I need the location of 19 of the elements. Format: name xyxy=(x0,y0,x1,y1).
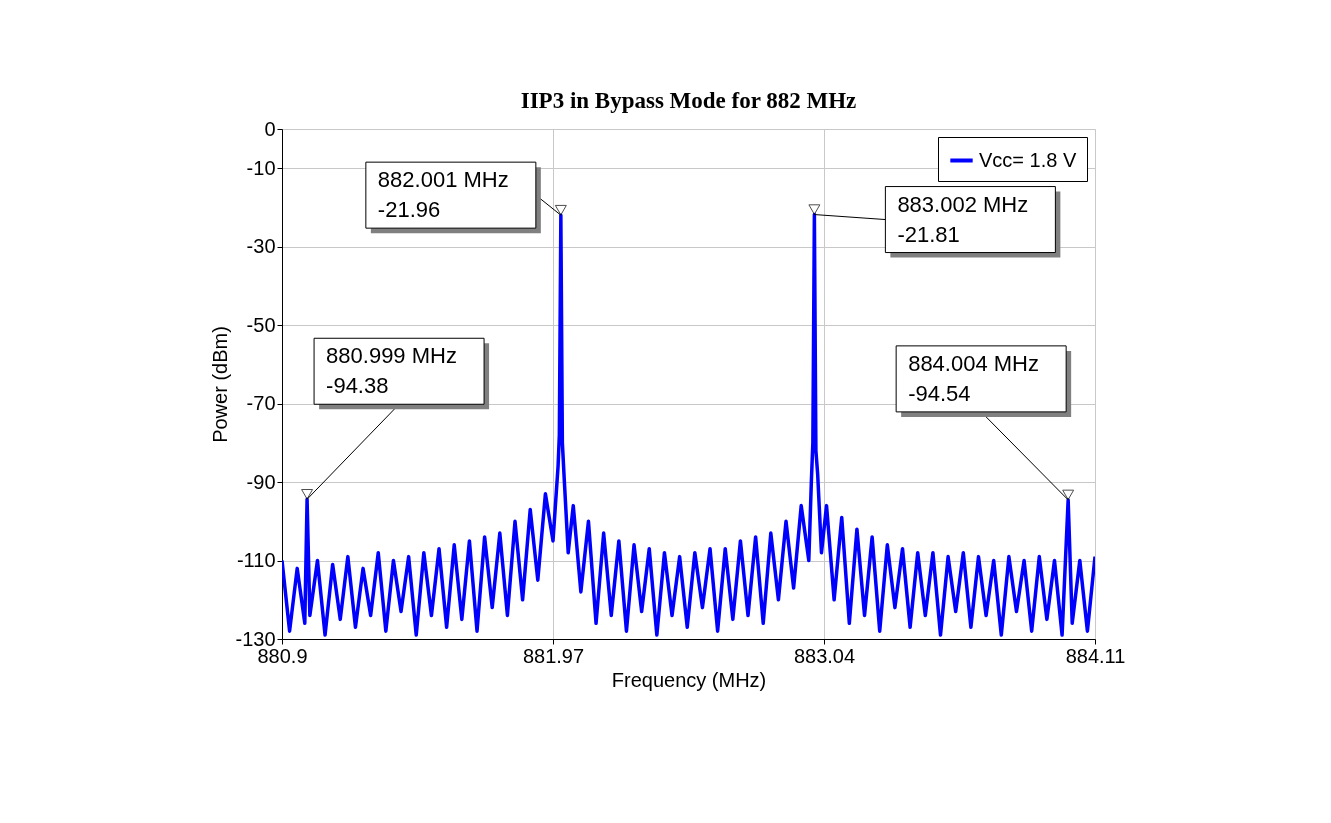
annotation: 880.999 MHz -94.38 xyxy=(326,343,457,399)
annotation: 882.001 MHz -21.96 xyxy=(377,167,509,223)
annotation: 883.002 MHz -21.81 xyxy=(897,191,1029,247)
y-tick-label: -90 xyxy=(246,470,276,493)
y-tick-label: -10 xyxy=(246,156,276,179)
y-tick-label: -50 xyxy=(246,313,276,336)
y-tick-label: -130 xyxy=(235,627,276,650)
x-tick-label: 884.11 xyxy=(1065,644,1126,667)
x-axis-title: Frequency (MHz) xyxy=(611,668,767,691)
x-tick-label: 883.04 xyxy=(793,644,856,667)
chart-title: IIP3 in Bypass Mode for 882 MHz xyxy=(520,88,857,113)
y-axis-title: Power (dBm) xyxy=(209,326,232,443)
y-tick-label: 0 xyxy=(264,117,276,140)
legend-label: Vcc= 1.8 V xyxy=(979,148,1077,171)
y-tick-label: -70 xyxy=(246,392,276,415)
y-tick-label: -30 xyxy=(246,235,276,258)
annotation: 884.004 MHz -94.54 xyxy=(908,350,1040,406)
y-tick-label: -110 xyxy=(236,549,276,572)
x-tick-label: 881.97 xyxy=(522,644,585,667)
